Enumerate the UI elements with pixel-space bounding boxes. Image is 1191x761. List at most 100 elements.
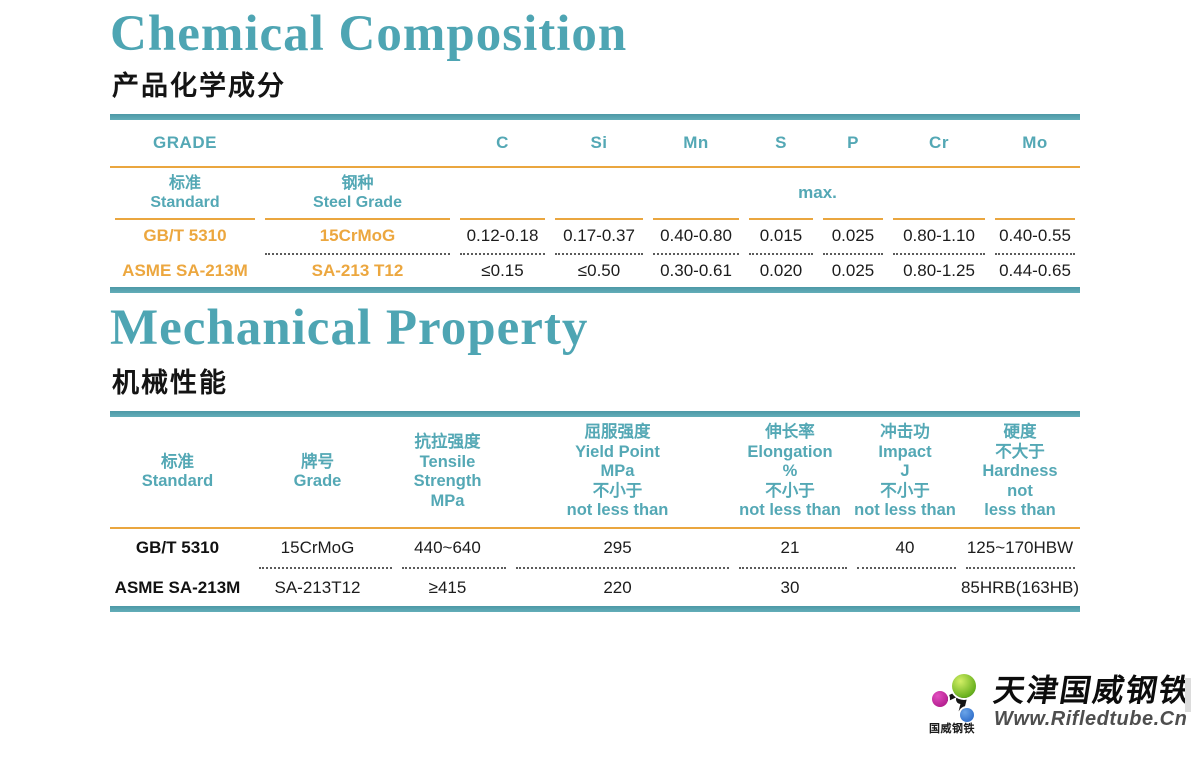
dotted-segment <box>653 252 739 255</box>
steel-grade-label-en: Steel Grade <box>313 194 402 211</box>
chemical-table-row-gbt5310: GB/T 5310 15CrMoG 0.12-0.18 0.17-0.37 0.… <box>110 220 1080 252</box>
element-header-mn: Mn <box>683 133 709 152</box>
header-line: 屈服强度 <box>584 423 651 442</box>
underline-segment <box>460 218 545 220</box>
yield-point-column-header: 屈服强度 Yield Point MPa 不小于 not less than <box>505 423 730 521</box>
value-cell-s: 0.015 <box>759 226 803 245</box>
standard-cell: GB/T 5310 <box>143 226 227 245</box>
mechanical-title: Mechanical Property <box>110 300 589 356</box>
standard-cell: ASME SA-213M <box>114 577 241 597</box>
element-header-mo: Mo <box>1022 133 1048 152</box>
yield-point-cell: 295 <box>603 537 632 557</box>
standard-cell: ASME SA-213M <box>122 261 248 280</box>
header-line: Standard <box>141 472 214 490</box>
value-cell-mn: 0.40-0.80 <box>660 226 732 245</box>
impact-column-header: 冲击功 Impact J 不小于 not less than <box>850 423 960 521</box>
element-header-c: C <box>496 133 509 152</box>
value-cell-cr: 0.80-1.25 <box>903 261 975 280</box>
value-cell-si: ≤0.50 <box>577 261 621 280</box>
chemical-table-top-border <box>110 114 1080 120</box>
header-line: Yield Point <box>575 442 660 461</box>
header-line: not less than <box>739 501 841 520</box>
mechanical-row-separator <box>110 566 1080 569</box>
header-line: 冲击功 <box>880 423 930 442</box>
header-line: % <box>782 462 798 481</box>
value-cell-si: 0.17-0.37 <box>563 226 635 245</box>
chemical-title: Chemical Composition <box>110 6 628 62</box>
underline-segment <box>823 218 883 220</box>
header-line: Elongation <box>747 442 833 461</box>
steel-grade-label-zh: 钢种 <box>341 175 374 192</box>
hardness-cell: 85HRB(163HB) <box>960 577 1080 597</box>
page-content: Chemical Composition 产品化学成分 GRADE C Si M… <box>110 0 1080 612</box>
value-cell-p: 0.025 <box>831 226 875 245</box>
tensile-strength-column-header: 抗拉强度 Tensile Strength MPa <box>390 433 505 511</box>
dotted-segment <box>738 566 848 569</box>
grade-column-header: 牌号 Grade <box>245 453 390 492</box>
dotted-segment <box>893 252 985 255</box>
steel-grade-cell: SA-213 T12 <box>311 261 404 280</box>
chemical-subtitle-zh: 产品化学成分 <box>112 71 286 101</box>
company-text-block: 天津国威钢铁 Www.Rifledtube.Cn <box>991 673 1191 731</box>
mechanical-table-top-border <box>110 411 1080 417</box>
dotted-segment <box>555 252 643 255</box>
value-cell-cr: 0.80-1.10 <box>903 226 975 245</box>
mechanical-section: Mechanical Property 机械性能 标准 Standard 牌号 … <box>110 298 1080 612</box>
grade-cell: 15CrMoG <box>280 537 355 557</box>
underline-segment <box>555 218 643 220</box>
dotted-segment <box>402 566 506 569</box>
mechanical-table-bottom-border <box>110 606 1080 612</box>
header-line: Impact <box>878 442 932 461</box>
yield-point-cell: 220 <box>603 577 632 597</box>
elongation-column-header: 伸长率 Elongation % 不小于 not less than <box>730 423 850 521</box>
header-line: MPa <box>430 491 465 510</box>
element-header-p: P <box>847 133 859 152</box>
tensile-strength-cell: ≥415 <box>428 577 467 597</box>
element-header-s: S <box>775 133 787 152</box>
molecule-ball-magenta <box>932 691 948 707</box>
header-line: 不小于 <box>765 481 815 500</box>
element-header-si: Si <box>590 133 608 152</box>
header-line: 伸长率 <box>765 423 815 442</box>
chemical-table-bottom-border <box>110 287 1080 293</box>
value-cell-mn: 0.30-0.61 <box>660 261 732 280</box>
header-line: MPa <box>600 462 635 481</box>
element-header-cr: Cr <box>929 133 949 152</box>
header-line: Grade <box>293 472 342 490</box>
header-line: Tensile <box>419 452 476 471</box>
header-line: not <box>1007 481 1033 500</box>
company-logo: 国威钢铁 天津国威钢铁 Www.Rifledtube.Cn <box>929 673 1191 735</box>
dotted-segment <box>966 566 1076 569</box>
header-line: 不大于 <box>995 442 1045 461</box>
header-line: 抗拉强度 <box>414 433 481 451</box>
chemical-table-subheader-row: 标准 Standard 钢种 Steel Grade max. <box>110 168 1080 218</box>
impact-cell: 40 <box>895 537 915 557</box>
dotted-segment <box>460 252 545 255</box>
mechanical-table-row-asme: ASME SA-213M SA-213T12 ≥415 220 30 85HRB… <box>110 569 1080 606</box>
dotted-segment <box>265 252 450 255</box>
underline-segment <box>893 218 985 220</box>
value-cell-c: 0.12-0.18 <box>466 226 539 245</box>
molecule-logo-icon: 国威钢铁 <box>929 674 990 735</box>
value-cell-p: 0.025 <box>831 261 875 280</box>
underline-segment <box>749 218 813 220</box>
elongation-cell: 30 <box>780 577 800 597</box>
mechanical-table-header-row: 标准 Standard 牌号 Grade 抗拉强度 Tensile Streng… <box>110 417 1080 529</box>
dotted-segment <box>823 252 883 255</box>
chemical-table-header-row: GRADE C Si Mn S P Cr Mo <box>110 120 1080 168</box>
hardness-cell: 125~170HBW <box>966 537 1074 557</box>
page-edge-decoration <box>1185 678 1191 712</box>
tensile-strength-cell: 440~640 <box>414 537 481 557</box>
header-line: 标准 <box>161 452 194 471</box>
chemical-subheader-underline <box>110 218 1080 220</box>
mechanical-subtitle-zh: 机械性能 <box>112 368 228 398</box>
standard-cell: GB/T 5310 <box>135 537 220 557</box>
molecule-ball-green <box>952 674 976 698</box>
header-line: 不小于 <box>592 481 643 500</box>
value-cell-s: 0.020 <box>759 261 803 280</box>
underline-segment <box>995 218 1075 220</box>
mechanical-table-row-gbt5310: GB/T 5310 15CrMoG 440~640 295 21 40 125~… <box>110 529 1080 566</box>
standard-label-zh: 标准 <box>168 175 201 192</box>
website-text: Www.Rifledtube.Cn <box>994 708 1188 730</box>
